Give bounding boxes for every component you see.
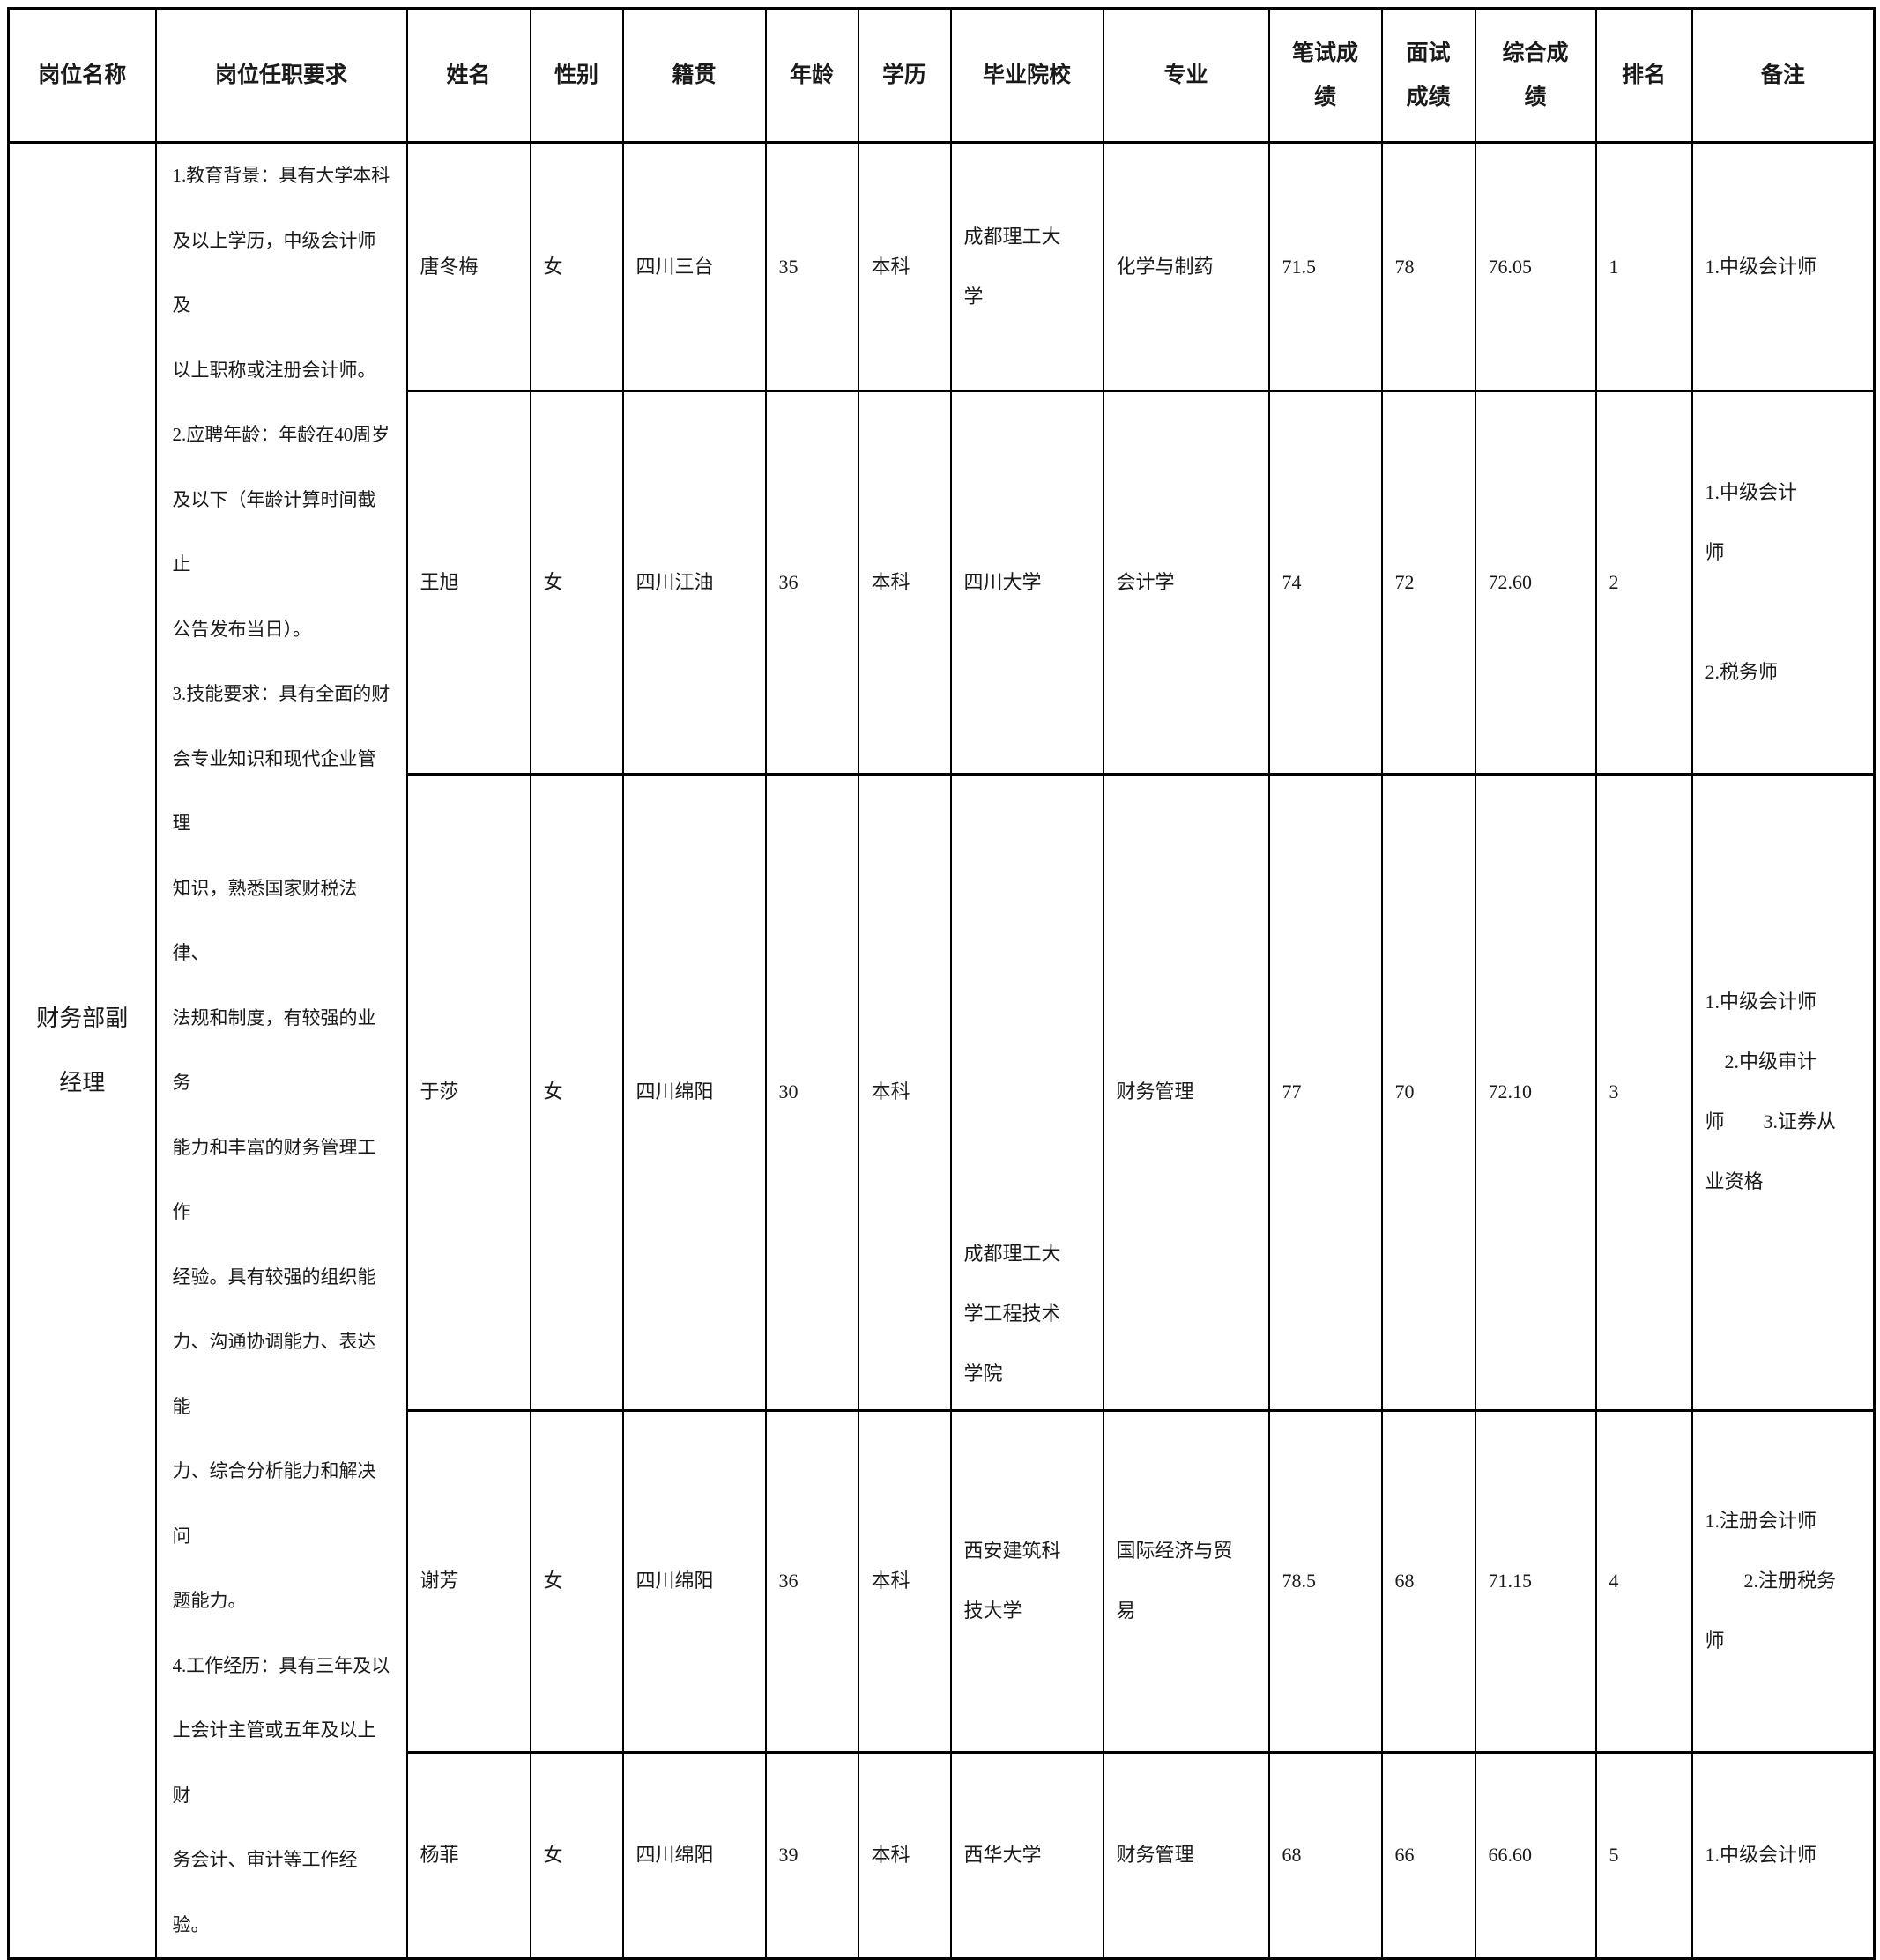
- cell-age: 30: [764, 773, 859, 1412]
- cell-school: 成都理工大 学工程技术 学院: [949, 773, 1104, 1412]
- header-school: 毕业院校: [949, 7, 1104, 144]
- cell-gender: 女: [529, 1750, 624, 1960]
- cell-interview-score: 66: [1380, 1750, 1476, 1960]
- cell-education: 本科: [857, 1750, 952, 1960]
- cell-hometown: 四川绵阳: [621, 773, 767, 1412]
- cell-overall-score: 71.15: [1474, 1408, 1597, 1754]
- header-position: 岗位名称: [7, 7, 157, 144]
- cell-rank: 4: [1594, 1408, 1693, 1754]
- candidates-table: 岗位名称 岗位任职要求 姓名 性别 籍贯 年龄 学历 毕业院校 专业 笔试成 绩…: [7, 7, 1876, 1960]
- cell-overall-score: 66.60: [1474, 1750, 1597, 1960]
- header-hometown: 籍贯: [621, 7, 767, 144]
- cell-major: 财务管理: [1102, 773, 1270, 1412]
- cell-education: 本科: [857, 773, 952, 1412]
- cell-name: 杨菲: [405, 1750, 531, 1960]
- cell-notes: 1.注册会计师 2.注册税务 师: [1691, 1408, 1876, 1754]
- cell-gender: 女: [529, 390, 624, 776]
- table-row: 于莎 女 四川绵阳 30 本科 成都理工大 学工程技术 学院 财务管理 77 7…: [9, 773, 1876, 1412]
- cell-school: 四川大学: [949, 390, 1104, 776]
- recruitment-result-table: 岗位名称 岗位任职要求 姓名 性别 籍贯 年龄 学历 毕业院校 专业 笔试成 绩…: [7, 7, 1876, 1960]
- header-major: 专业: [1102, 7, 1270, 144]
- header-age: 年龄: [764, 7, 859, 144]
- cell-written-score: 77: [1267, 773, 1383, 1412]
- cell-name: 谢芳: [405, 1408, 531, 1754]
- position-name-cell: 财务部副 经理: [7, 141, 157, 1960]
- cell-school: 成都理工大 学: [949, 140, 1104, 393]
- header-rank: 排名: [1594, 7, 1693, 144]
- cell-major: 财务管理: [1102, 1750, 1270, 1960]
- header-overall-score: 综合成 绩: [1474, 7, 1597, 144]
- cell-gender: 女: [529, 773, 624, 1412]
- cell-age: 36: [764, 390, 859, 776]
- cell-gender: 女: [529, 140, 624, 393]
- cell-rank: 3: [1594, 773, 1693, 1412]
- header-name: 姓名: [405, 7, 531, 144]
- cell-age: 35: [764, 140, 859, 393]
- cell-major: 国际经济与贸 易: [1102, 1408, 1270, 1754]
- cell-interview-score: 78: [1380, 140, 1476, 393]
- cell-interview-score: 72: [1380, 390, 1476, 776]
- table-row: 财务部副 经理 1.教育背景：具有大学本科 及以上学历，中级会计师及 以上职称或…: [7, 140, 1876, 1960]
- cell-rank: 5: [1594, 1750, 1693, 1960]
- cell-interview-score: 68: [1380, 1408, 1476, 1754]
- cell-notes: 1.中级会计 师 2.税务师: [1691, 390, 1876, 776]
- cell-school: 西安建筑科 技大学: [949, 1408, 1104, 1754]
- cell-hometown: 四川绵阳: [621, 1408, 767, 1754]
- cell-overall-score: 76.05: [1474, 140, 1597, 393]
- header-row: 岗位名称 岗位任职要求 姓名 性别 籍贯 年龄 学历 毕业院校 专业 笔试成 绩…: [7, 7, 1876, 144]
- cell-rank: 1: [1594, 140, 1693, 393]
- cell-overall-score: 72.10: [1474, 773, 1597, 1412]
- header-requirements: 岗位任职要求: [154, 7, 408, 144]
- cell-major: 会计学: [1102, 390, 1270, 776]
- cell-rank: 2: [1594, 390, 1693, 776]
- cell-education: 本科: [857, 390, 952, 776]
- cell-notes: 1.中级会计师 2.中级审计 师 3.证券从 业资格: [1691, 773, 1876, 1412]
- header-notes: 备注: [1691, 7, 1876, 144]
- cell-interview-score: 70: [1380, 773, 1476, 1412]
- cell-written-score: 68: [1267, 1750, 1383, 1960]
- cell-notes: 1.中级会计师: [1691, 1750, 1876, 1960]
- cell-age: 36: [764, 1408, 859, 1754]
- cell-notes: 1.中级会计师: [1691, 140, 1876, 393]
- table-row: 王旭 女 四川江油 36 本科 四川大学 会计学 74 72 72.60 2 1…: [9, 390, 1876, 776]
- cell-written-score: 71.5: [1267, 140, 1383, 393]
- cell-education: 本科: [857, 1408, 952, 1754]
- cell-written-score: 78.5: [1267, 1408, 1383, 1754]
- cell-education: 本科: [857, 140, 952, 393]
- cell-hometown: 四川绵阳: [621, 1750, 767, 1960]
- position-requirements-cell: 1.教育背景：具有大学本科 及以上学历，中级会计师及 以上职称或注册会计师。 2…: [154, 141, 408, 1960]
- header-interview-score: 面试 成绩: [1380, 7, 1476, 144]
- cell-written-score: 74: [1267, 390, 1383, 776]
- cell-age: 39: [764, 1750, 859, 1960]
- header-education: 学历: [857, 7, 952, 144]
- cell-name: 于莎: [405, 773, 531, 1412]
- header-gender: 性别: [529, 7, 624, 144]
- cell-name: 唐冬梅: [405, 140, 531, 393]
- cell-overall-score: 72.60: [1474, 390, 1597, 776]
- cell-hometown: 四川江油: [621, 390, 767, 776]
- cell-gender: 女: [529, 1408, 624, 1754]
- cell-school: 西华大学: [949, 1750, 1104, 1960]
- cell-hometown: 四川三台: [621, 140, 767, 393]
- cell-major: 化学与制药: [1102, 140, 1270, 393]
- header-written-score: 笔试成 绩: [1267, 7, 1383, 144]
- cell-name: 王旭: [405, 390, 531, 776]
